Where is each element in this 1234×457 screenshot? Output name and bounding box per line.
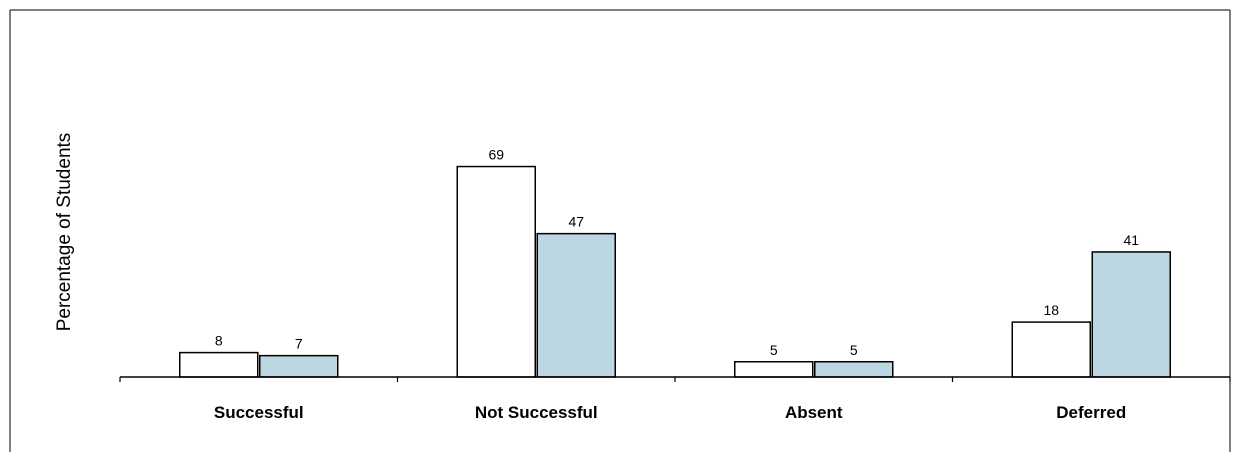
bar (734, 361, 814, 378)
bar (456, 165, 536, 378)
bar (259, 354, 339, 378)
bar (1091, 251, 1171, 378)
data-label: 7 (295, 336, 303, 352)
category-label: Not Successful (475, 403, 598, 422)
data-label: 8 (215, 333, 223, 349)
data-label: 41 (1123, 232, 1139, 248)
category-label: Absent (785, 403, 843, 422)
bar (1011, 321, 1091, 378)
bars-layer: 8 7 69 47 5 5 18 41 (179, 147, 1171, 378)
bar (179, 351, 259, 378)
bar (814, 361, 894, 378)
data-label: 5 (770, 342, 778, 358)
category-label: Successful (214, 403, 304, 422)
data-label: 69 (488, 147, 504, 163)
data-label: 18 (1043, 302, 1059, 318)
data-label: 47 (568, 214, 584, 230)
y-axis-label: Percentage of Students (54, 133, 75, 332)
category-label: Deferred (1056, 403, 1126, 422)
x-axis: Successful Not Successful Absent Deferred (119, 376, 1231, 422)
bar (536, 232, 616, 378)
data-label: 5 (850, 342, 858, 358)
